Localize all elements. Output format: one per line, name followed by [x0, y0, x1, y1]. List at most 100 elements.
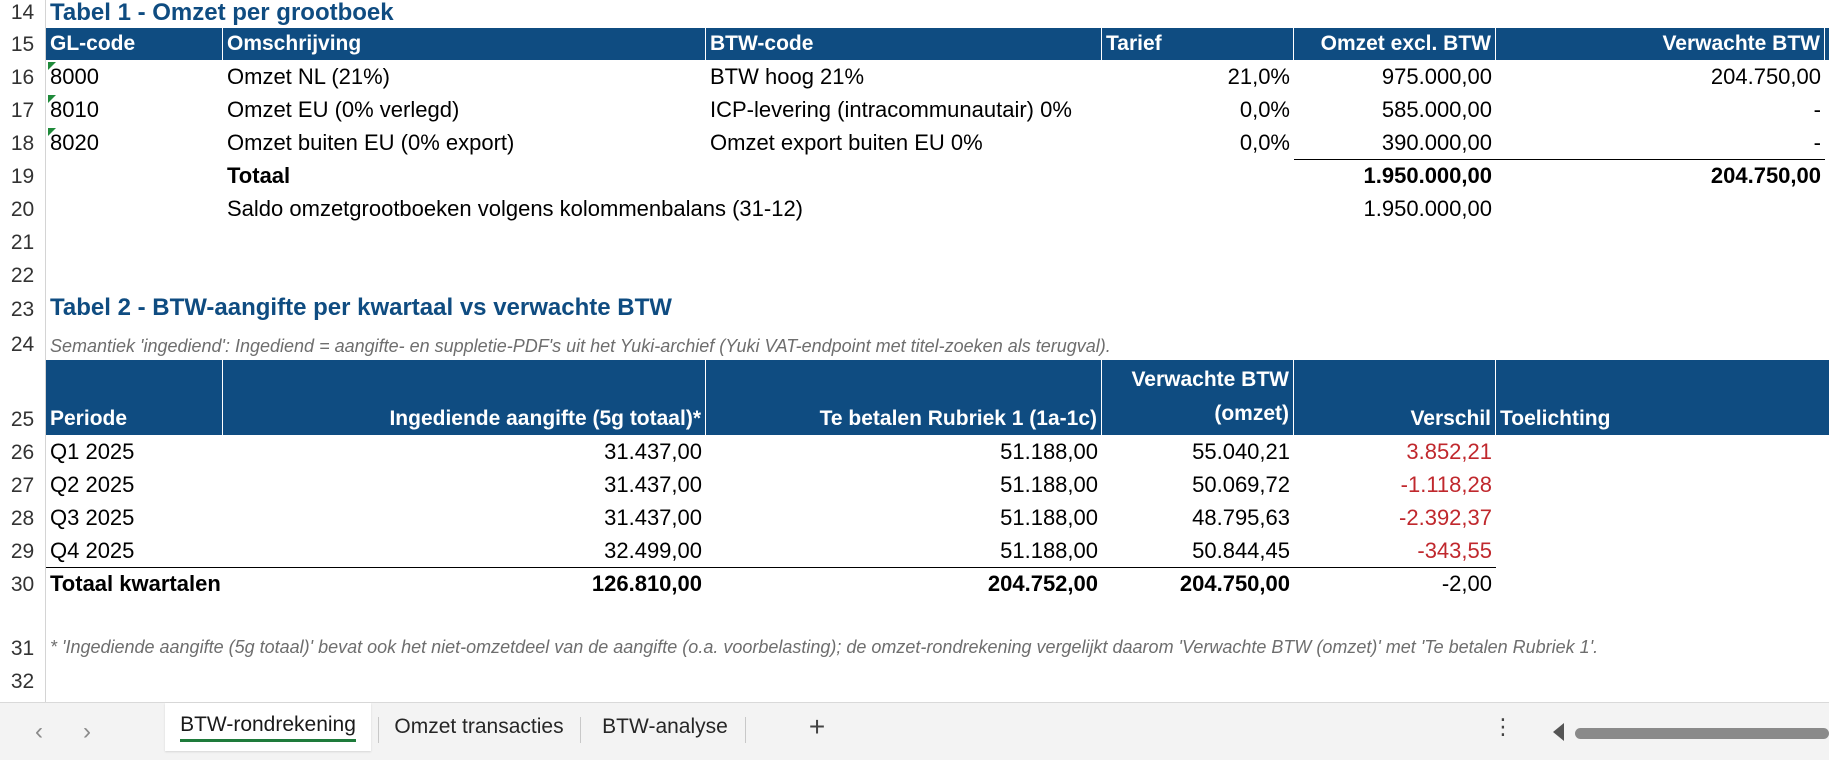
table-cell[interactable]: 55.040,21 [1192, 439, 1290, 464]
row-header[interactable]: 24 [0, 325, 46, 360]
row-header[interactable]: 21 [0, 225, 46, 258]
table-cell[interactable]: 390.000,00 [1381, 130, 1492, 155]
table-cell[interactable]: 51.188,00 [1000, 472, 1098, 497]
chevron-right-icon[interactable]: › [83, 718, 91, 745]
row-header[interactable]: 20 [0, 192, 46, 225]
row-header[interactable]: 30 [0, 567, 46, 600]
col-header-tarief[interactable]: Tarief [1102, 28, 1294, 60]
row-header[interactable]: 32 [0, 664, 46, 697]
table-cell[interactable]: Omzet NL (21%) [227, 64, 391, 89]
table-cell[interactable]: 51.188,00 [1000, 505, 1098, 530]
table2-total-verschil[interactable]: -2,00 [1441, 571, 1492, 596]
table1-total-btw[interactable]: 204.750,00 [1710, 163, 1821, 188]
table-cell[interactable]: BTW hoog 21% [710, 64, 865, 89]
add-sheet-button[interactable]: + [808, 711, 826, 742]
table-cell[interactable]: - [1813, 130, 1821, 155]
sheet-tab-omzet-transacties[interactable]: Omzet transacties [382, 703, 576, 751]
chevron-left-icon[interactable]: ‹ [35, 718, 43, 745]
row-header[interactable]: 25 [0, 360, 46, 435]
table-cell[interactable]: 31.437,00 [604, 439, 702, 464]
table-cell[interactable]: ICP-levering (intracommunautair) 0% [710, 97, 1072, 122]
row-header[interactable]: 19 [0, 159, 46, 192]
row-header[interactable]: 22 [0, 258, 46, 291]
tab-divider [745, 717, 746, 743]
table2-total-label[interactable]: Totaal kwartalen [50, 571, 221, 596]
table1-header-band [46, 28, 1829, 60]
table-cell[interactable]: 21,0% [1227, 64, 1290, 89]
table-cell[interactable]: Q3 2025 [50, 505, 135, 530]
row-header[interactable]: 23 [0, 291, 46, 325]
col-header-verwachte-btw[interactable]: Verwachte BTW [1496, 28, 1825, 60]
sheet-tab-label: Omzet transacties [394, 715, 564, 738]
horizontal-scrollbar[interactable] [1553, 721, 1829, 743]
col-header-toelichting[interactable]: Toelichting [1500, 407, 1611, 430]
row-header[interactable]: 16 [0, 60, 46, 93]
table-cell[interactable]: 32.499,00 [604, 538, 702, 563]
row-header[interactable]: 31 [0, 600, 46, 664]
col-header-ingediend[interactable]: Ingediende aangifte (5g totaal)* [223, 360, 706, 435]
table1-total-label[interactable]: Totaal [227, 163, 291, 188]
table-cell[interactable]: 0,0% [1239, 97, 1290, 122]
sheet-tab-btw-analyse[interactable]: BTW-analyse [584, 703, 746, 751]
saldo-omzet[interactable]: 1.950.000,00 [1363, 196, 1492, 221]
spreadsheet-grid[interactable]: 14 15 16 17 18 19 20 21 22 23 24 25 26 2… [0, 0, 1829, 702]
table-cell[interactable]: -1.118,28 [1400, 472, 1492, 497]
col-header-verwachte-btw-omzet[interactable]: Verwachte BTW (omzet) [1102, 360, 1294, 435]
row-header[interactable]: 18 [0, 126, 46, 159]
row-header[interactable]: 14 [0, 0, 46, 28]
scrollbar-thumb[interactable] [1575, 728, 1829, 739]
table2-total-ingediend[interactable]: 126.810,00 [591, 571, 702, 596]
scroll-left-icon[interactable] [1553, 723, 1564, 741]
col-header-btw-code[interactable]: BTW-code [706, 28, 1102, 60]
sheet-tab-bar: ‹ › BTW-rondrekening Omzet transacties B… [0, 702, 1829, 760]
table-cell[interactable]: 204.750,00 [1710, 64, 1821, 89]
sheet-tab-btw-rondrekening[interactable]: BTW-rondrekening [165, 703, 371, 751]
row-header[interactable]: 17 [0, 93, 46, 126]
table-cell[interactable]: 8020 [50, 130, 99, 155]
sheet-tab-label: BTW-analyse [602, 715, 728, 738]
table-cell[interactable]: 0,0% [1239, 130, 1290, 155]
row-header[interactable]: 28 [0, 501, 46, 534]
saldo-label[interactable]: Saldo omzetgrootboeken volgens kolommenb… [227, 196, 804, 221]
col-header-gl-code[interactable]: GL-code [46, 28, 223, 60]
table-cell[interactable]: Omzet buiten EU (0% export) [227, 130, 515, 155]
tab-divider [378, 717, 379, 743]
table-cell[interactable]: 585.000,00 [1381, 97, 1492, 122]
col-header-verschil[interactable]: Verschil [1294, 360, 1496, 435]
table-cell[interactable]: 3.852,21 [1406, 439, 1492, 464]
table-cell[interactable]: Omzet export buiten EU 0% [710, 130, 983, 155]
row-header[interactable]: 33 [0, 697, 46, 702]
table-cell[interactable]: 31.437,00 [604, 472, 702, 497]
total-divider [1294, 159, 1825, 160]
table1-total-omzet[interactable]: 1.950.000,00 [1363, 163, 1492, 188]
footnote: * 'Ingediende aangifte (5g totaal)' beva… [50, 637, 1599, 657]
table-cell[interactable]: Q2 2025 [50, 472, 135, 497]
table-cell[interactable]: 50.069,72 [1192, 472, 1290, 497]
row-header[interactable]: 26 [0, 435, 46, 468]
table-cell[interactable]: 975.000,00 [1381, 64, 1492, 89]
table-cell[interactable]: 31.437,00 [604, 505, 702, 530]
table-cell[interactable]: Q1 2025 [50, 439, 135, 464]
table2-total-verwacht[interactable]: 204.750,00 [1179, 571, 1290, 596]
table-cell[interactable]: Omzet EU (0% verlegd) [227, 97, 460, 122]
table-cell[interactable]: Q4 2025 [50, 538, 135, 563]
col-header-te-betalen[interactable]: Te betalen Rubriek 1 (1a-1c) [706, 360, 1102, 435]
table-cell[interactable]: 48.795,63 [1192, 505, 1290, 530]
table-cell[interactable]: -2.392,37 [1399, 505, 1492, 530]
col-header-periode[interactable]: Periode [46, 360, 223, 435]
more-options-icon[interactable]: ⋮ [1492, 714, 1514, 739]
table-cell[interactable]: - [1813, 97, 1821, 122]
table-cell[interactable]: 51.188,00 [1000, 538, 1098, 563]
table-cell[interactable]: 51.188,00 [1000, 439, 1098, 464]
col-header-omzet-excl[interactable]: Omzet excl. BTW [1294, 28, 1496, 60]
comment-marker-icon [48, 128, 56, 136]
table-cell[interactable]: 50.844,45 [1192, 538, 1290, 563]
row-header[interactable]: 15 [0, 28, 46, 60]
table-cell[interactable]: 8000 [50, 64, 99, 89]
col-header-omschrijving[interactable]: Omschrijving [223, 28, 706, 60]
table-cell[interactable]: 8010 [50, 97, 99, 122]
row-header[interactable]: 29 [0, 534, 46, 567]
table2-total-te-betalen[interactable]: 204.752,00 [987, 571, 1098, 596]
row-header[interactable]: 27 [0, 468, 46, 501]
table-cell[interactable]: -343,55 [1417, 538, 1492, 563]
